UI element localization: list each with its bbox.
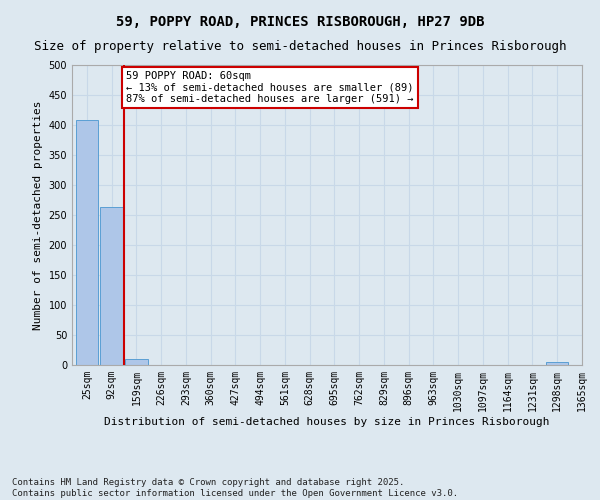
Text: Contains HM Land Registry data © Crown copyright and database right 2025.
Contai: Contains HM Land Registry data © Crown c… [12, 478, 458, 498]
Text: Size of property relative to semi-detached houses in Princes Risborough: Size of property relative to semi-detach… [34, 40, 566, 53]
Text: 59 POPPY ROAD: 60sqm
← 13% of semi-detached houses are smaller (89)
87% of semi-: 59 POPPY ROAD: 60sqm ← 13% of semi-detac… [127, 71, 414, 104]
Y-axis label: Number of semi-detached properties: Number of semi-detached properties [33, 100, 43, 330]
X-axis label: Distribution of semi-detached houses by size in Princes Risborough: Distribution of semi-detached houses by … [104, 416, 550, 426]
Text: 59, POPPY ROAD, PRINCES RISBOROUGH, HP27 9DB: 59, POPPY ROAD, PRINCES RISBOROUGH, HP27… [116, 15, 484, 29]
Bar [100, 206, 123, 365]
Bar [546, 362, 568, 365]
Bar [76, 120, 98, 365]
Bar [125, 359, 148, 365]
